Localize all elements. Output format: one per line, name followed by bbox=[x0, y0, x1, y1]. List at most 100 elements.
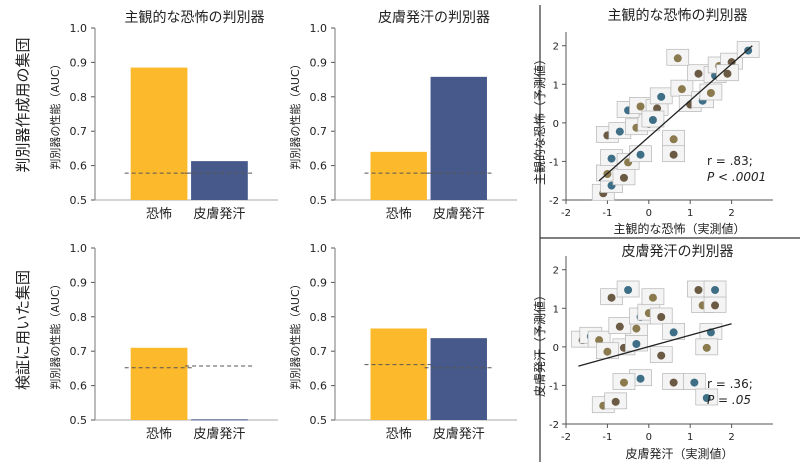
x-tick-label: -2 bbox=[561, 432, 571, 443]
y-tick-label: 0.5 bbox=[310, 194, 328, 207]
y-tick-label: 0.6 bbox=[310, 160, 328, 173]
animal-thumbnail-subject bbox=[669, 135, 678, 144]
x-tick-label: 2 bbox=[728, 432, 734, 443]
animal-thumbnail-subject bbox=[657, 351, 666, 360]
scatter-scr: 皮膚発汗の判別器 -2 -1 0 1 2 -2 -1 0 1 2 皮膚発汗（実測値） 皮膚発汗（予測値）… bbox=[532, 244, 773, 461]
bar-skin-conductance bbox=[191, 161, 248, 200]
animal-thumbnail-subject bbox=[673, 54, 682, 63]
animal-thumbnail-subject bbox=[607, 293, 616, 302]
animal-thumbnail-subject bbox=[619, 378, 628, 387]
animal-thumbnail-subject bbox=[603, 347, 612, 356]
y-axis-label: 判別器の性能（AUC） bbox=[288, 278, 302, 389]
y-tick-label: 0.9 bbox=[70, 56, 88, 69]
animal-thumbnail-subject bbox=[607, 154, 616, 163]
animal-thumbnail-subject bbox=[669, 150, 678, 159]
x-category-label: 恐怖 bbox=[146, 206, 172, 222]
y-tick-label: 0.8 bbox=[70, 91, 88, 104]
animal-thumbnail-subject bbox=[632, 324, 641, 333]
animal-thumbnail-subject bbox=[702, 394, 711, 402]
animal-thumbnail-subject bbox=[619, 173, 628, 182]
y-tick-label: 1.0 bbox=[310, 242, 328, 255]
y-tick-label: 2 bbox=[553, 266, 559, 277]
y-tick-label: -2 bbox=[549, 420, 559, 431]
x-tick-label: 1 bbox=[687, 432, 693, 443]
animal-thumbnail-subject bbox=[706, 89, 715, 97]
y-tick-label: 0.7 bbox=[310, 125, 328, 138]
y-axis-label: 判別器の性能（AUC） bbox=[48, 58, 62, 169]
stat-r-value: r = .36; bbox=[707, 377, 753, 391]
y-tick-label: 0.5 bbox=[70, 414, 88, 427]
x-category-label: 恐怖 bbox=[386, 206, 412, 222]
y-tick-label: 0.7 bbox=[70, 125, 88, 138]
x-tick-label: -1 bbox=[602, 208, 612, 219]
bar-chart-scr-test: 0.5 0.6 0.7 0.8 0.9 1.0 判別器の性能（AUC） 恐怖 皮膚発汗 bbox=[288, 242, 517, 442]
y-tick-label: 0.7 bbox=[310, 345, 328, 358]
y-tick-label: 1.0 bbox=[70, 22, 88, 35]
y-tick-label: 1.0 bbox=[70, 242, 88, 255]
y-axis-label: 皮膚発汗（予測値） bbox=[532, 289, 547, 397]
animal-thumbnail-subject bbox=[677, 85, 686, 94]
x-axis-label: 主観的な恐怖（実測値） bbox=[613, 221, 745, 236]
x-tick-label: 1 bbox=[687, 208, 693, 219]
x-category-label: 皮膚発汗 bbox=[193, 206, 245, 222]
y-tick-label: 1 bbox=[553, 80, 559, 91]
x-tick-label: -1 bbox=[602, 432, 612, 443]
animal-thumbnail-subject bbox=[669, 378, 678, 387]
y-tick-label: 0.6 bbox=[70, 160, 88, 173]
scatter-fear: 主観的な恐怖の判別器 -2 -1 0 1 2 -2 -1 0 1 2 主観的な恐怖（実測値） 主観的な恐… bbox=[532, 7, 773, 236]
x-category-label: 恐怖 bbox=[146, 426, 172, 442]
animal-thumbnail-subject bbox=[632, 340, 641, 348]
row-label-training: 判別器作成用の集団 bbox=[14, 37, 32, 172]
bar-chart-fear-test: 0.5 0.6 0.7 0.8 0.9 1.0 判別器の性能（AUC） 恐怖 皮膚発汗 bbox=[48, 242, 278, 442]
animal-thumbnail-subject bbox=[657, 92, 666, 101]
bar-skin-conductance bbox=[191, 419, 248, 421]
x-tick-label: -2 bbox=[561, 208, 571, 219]
y-tick-label: 1.0 bbox=[310, 22, 328, 35]
y-tick-label: 0.9 bbox=[310, 56, 328, 69]
animal-thumbnail-subject bbox=[669, 328, 678, 337]
animal-thumbnail-subject bbox=[615, 127, 624, 136]
chart-title: 皮膚発汗の判別器 bbox=[622, 244, 734, 260]
x-tick-label: 0 bbox=[646, 208, 652, 219]
x-category-label: 皮膚発汗 bbox=[433, 426, 485, 442]
chart-title: 主観的な恐怖の判別器 bbox=[125, 9, 265, 26]
chart-title: 皮膚発汗の判別器 bbox=[378, 10, 490, 26]
y-tick-label: 0.5 bbox=[70, 194, 88, 207]
bar-fear bbox=[130, 347, 188, 420]
animal-thumbnail-subject bbox=[636, 150, 645, 159]
bar-fear bbox=[370, 151, 427, 200]
bar-chart-fear-train: 主観的な恐怖の判別器 0.5 0.6 0.7 0.8 0.9 1.0 判別器の性能（AUC） 恐… bbox=[48, 9, 278, 222]
animal-thumbnail-subject bbox=[727, 58, 736, 67]
bar-skin-conductance bbox=[430, 338, 487, 420]
animal-thumbnail-subject bbox=[744, 46, 753, 55]
bar-fear bbox=[130, 67, 188, 200]
animal-thumbnail-subject bbox=[648, 116, 657, 124]
stat-r-value: r = .83; bbox=[707, 154, 753, 168]
y-axis-label: 主観的な恐怖（予測値） bbox=[532, 53, 547, 185]
y-tick-label: 0.8 bbox=[310, 91, 328, 104]
animal-thumbnail-subject bbox=[702, 343, 711, 352]
row-label-validation: 検証に用いた集団 bbox=[14, 270, 32, 390]
regression-line bbox=[598, 45, 753, 182]
x-category-label: 皮膚発汗 bbox=[433, 206, 485, 222]
animal-thumbnail-subject bbox=[624, 286, 633, 294]
animal-thumbnail-subject bbox=[657, 313, 666, 321]
y-axis-label: 判別器の性能（AUC） bbox=[288, 58, 302, 169]
y-tick-label: 0.7 bbox=[70, 345, 88, 358]
animal-thumbnail-subject bbox=[615, 322, 624, 331]
animal-thumbnail-subject bbox=[723, 69, 732, 78]
animal-thumbnail-subject bbox=[694, 69, 703, 78]
y-tick-label: 0.6 bbox=[310, 380, 328, 393]
x-axis-label: 皮膚発汗（実測値） bbox=[625, 446, 733, 461]
y-tick-label: -1 bbox=[549, 157, 559, 168]
bar-skin-conductance bbox=[430, 76, 487, 200]
y-tick-label: 0.9 bbox=[310, 276, 328, 289]
y-tick-label: 0.5 bbox=[310, 414, 328, 427]
animal-thumbnail-subject bbox=[711, 301, 720, 310]
y-tick-label: 1 bbox=[553, 304, 559, 315]
animal-thumbnail-subject bbox=[711, 286, 720, 294]
stat-p-value: P < .0001 bbox=[707, 170, 766, 184]
y-tick-label: -1 bbox=[549, 381, 559, 392]
y-tick-label: 0 bbox=[553, 119, 559, 130]
